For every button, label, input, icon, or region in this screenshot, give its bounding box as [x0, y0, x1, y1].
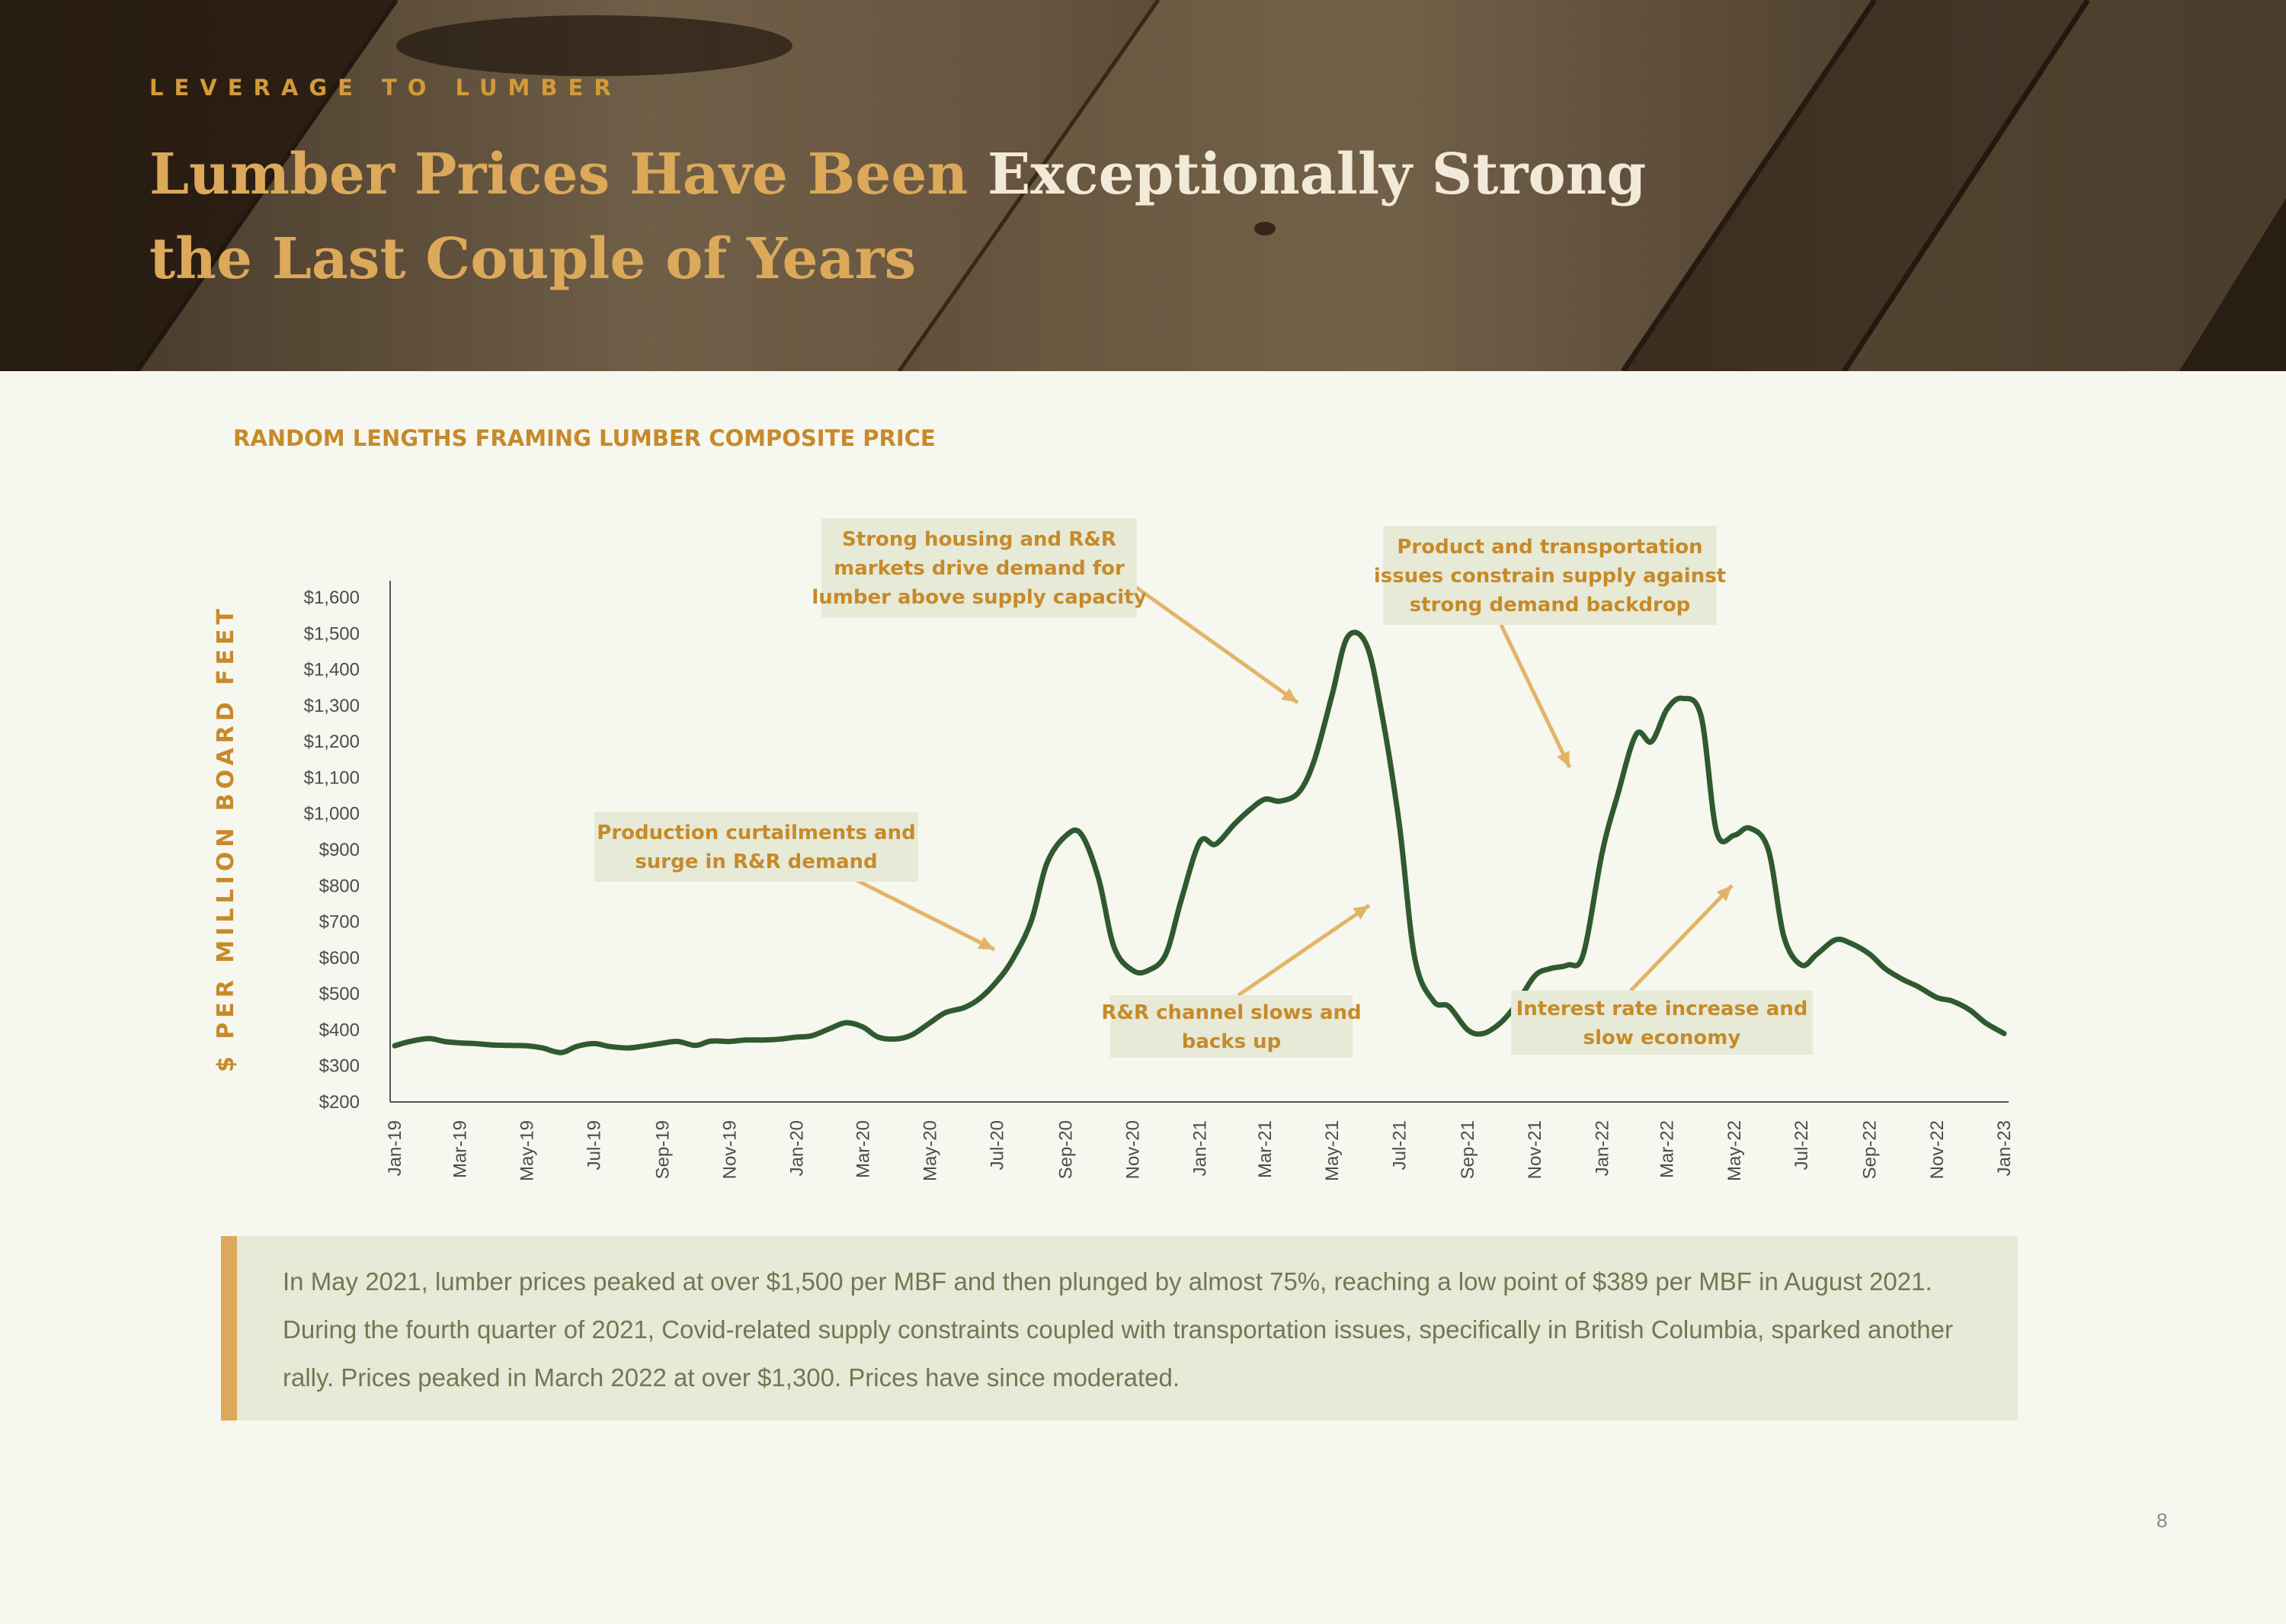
y-tick-label: $500 — [319, 984, 360, 1004]
x-tick-label: Jan-20 — [787, 1120, 808, 1176]
annotation-box — [1383, 526, 1717, 625]
y-tick-label: $300 — [319, 1056, 360, 1077]
annotation-callout: Product and transportation issues constra… — [1374, 526, 1726, 769]
x-tick-label: Sep-21 — [1458, 1120, 1478, 1179]
x-tick-label: Sep-22 — [1860, 1120, 1881, 1179]
annotation-arrow — [1499, 623, 1572, 769]
x-tick-label: Jul-21 — [1389, 1120, 1410, 1170]
title-line-2: the Last Couple of Years — [149, 226, 917, 292]
annotation-box — [1511, 991, 1813, 1055]
x-tick-label: Nov-22 — [1927, 1120, 1948, 1179]
x-tick-label: Jan-22 — [1592, 1120, 1612, 1176]
page-number: 8 — [2156, 1509, 2168, 1532]
arrow-head-icon — [1557, 751, 1570, 767]
y-tick-label: $700 — [319, 912, 360, 933]
x-tick-label: Jan-19 — [385, 1120, 405, 1176]
y-tick-label: $1,400 — [304, 660, 360, 681]
annotation-text: backs up — [1182, 1030, 1282, 1053]
arrow-head-icon — [1716, 886, 1732, 902]
annotation-text: strong demand backdrop — [1410, 594, 1691, 617]
summary-note: In May 2021, lumber prices peaked at ove… — [221, 1236, 2018, 1421]
line-chart: $ PER MILLION BOARD FEET $1,600 $1,500 $1,… — [213, 518, 2015, 1181]
y-tick-label: $1,600 — [304, 588, 360, 608]
x-tick-label: Jul-20 — [988, 1120, 1008, 1170]
annotation-callout: Production curtailments and surge in R&R … — [594, 812, 996, 952]
annotation-callout: Interest rate increase and slow economy — [1511, 884, 1813, 1055]
y-tick-label: $1,000 — [304, 804, 360, 825]
title-part-2: Exceptionally Strong — [988, 142, 1647, 207]
annotation-text: slow economy — [1583, 1027, 1741, 1049]
y-tick-label: $1,300 — [304, 696, 360, 716]
x-tick-label: May-19 — [517, 1120, 537, 1181]
arrow-head-icon — [978, 936, 994, 950]
x-tick-label: Nov-21 — [1525, 1120, 1545, 1179]
annotation-text: issues constrain supply against — [1374, 565, 1726, 588]
annotation-text: Production curtailments and — [597, 822, 915, 844]
annotation-arrow — [1134, 585, 1299, 705]
y-axis-title: $ PER MILLION BOARD FEET — [213, 604, 239, 1072]
annotation-text: surge in R&R demand — [635, 850, 877, 873]
annotation-text: Interest rate increase and — [1516, 998, 1808, 1020]
y-tick-label: $1,500 — [304, 623, 360, 644]
annotation-arrow — [852, 876, 996, 952]
y-tick-label: $800 — [319, 876, 360, 896]
series-line-price — [392, 629, 2007, 1055]
x-tick-label: Mar-21 — [1255, 1120, 1276, 1178]
y-tick-label: $1,100 — [304, 767, 360, 788]
lumber-photo — [0, 0, 2286, 371]
annotation-text: lumber above supply capacity — [812, 586, 1146, 609]
annotation-arrow — [1629, 884, 1734, 992]
annotation-box — [594, 812, 918, 882]
x-tick-label: May-22 — [1724, 1120, 1745, 1181]
arrow-head-icon — [1281, 688, 1298, 703]
annotation-callout: Strong housing and R&R markets drive dema… — [812, 518, 1299, 705]
x-tick-label: Nov-19 — [719, 1120, 740, 1179]
y-tick-label: $900 — [319, 840, 360, 860]
y-tick-label: $200 — [319, 1092, 360, 1113]
arrow-head-icon — [1353, 905, 1369, 920]
x-tick-label: Jul-19 — [584, 1120, 605, 1170]
annotation-callout: R&R channel slows and backs up — [1101, 903, 1371, 1058]
y-tick-label: $600 — [319, 948, 360, 969]
x-tick-label: Mar-20 — [853, 1120, 873, 1178]
annotation-text: Product and transportation — [1397, 536, 1702, 559]
hero-banner: LEVERAGE TO LUMBER Lumber Prices Have Be… — [0, 0, 2286, 371]
annotation-arrow — [1237, 903, 1371, 998]
annotation-text: markets drive demand for — [834, 557, 1125, 580]
x-tick-label: Mar-19 — [450, 1120, 470, 1178]
y-tick-label: $400 — [319, 1020, 360, 1040]
section-eyebrow: LEVERAGE TO LUMBER — [149, 75, 622, 101]
x-tick-label: Mar-22 — [1657, 1120, 1678, 1178]
x-tick-label: Jul-22 — [1791, 1120, 1812, 1170]
x-tick-label: Nov-20 — [1123, 1120, 1144, 1179]
x-tick-label: Sep-19 — [652, 1120, 673, 1179]
y-tick-label: $1,200 — [304, 732, 360, 752]
page-title: Lumber Prices Have Been Exceptionally St… — [149, 133, 1673, 302]
x-tick-label: Sep-20 — [1055, 1120, 1076, 1179]
chart-title: RANDOM LENGTHS FRAMING LUMBER COMPOSITE … — [233, 425, 936, 451]
annotation-box — [821, 518, 1137, 617]
x-tick-label: Jan-21 — [1190, 1120, 1211, 1176]
annotation-text: R&R channel slows and — [1101, 1001, 1361, 1024]
summary-text: In May 2021, lumber prices peaked at ove… — [283, 1267, 1953, 1392]
annotation-box — [1110, 995, 1353, 1058]
hero-shade — [0, 0, 2286, 371]
x-tick-label: May-20 — [920, 1120, 941, 1181]
x-tick-label: Jan-23 — [1994, 1120, 2015, 1176]
x-tick-label: May-21 — [1322, 1120, 1343, 1181]
annotation-text: Strong housing and R&R — [842, 528, 1116, 551]
title-part-1: Lumber Prices Have Been — [149, 142, 988, 207]
